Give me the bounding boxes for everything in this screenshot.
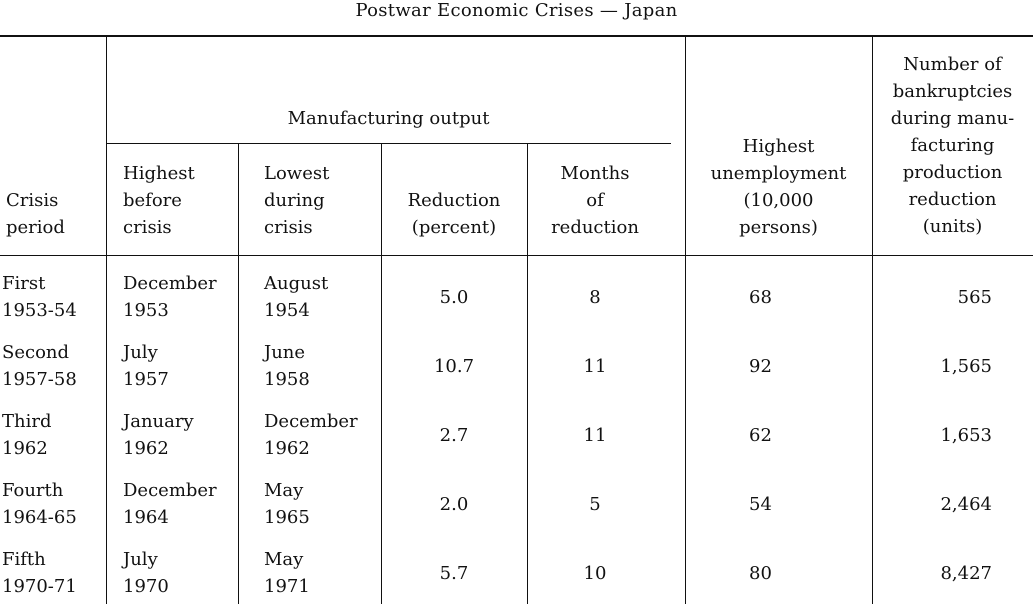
- header-highest-unemployment: Highest unemployment (10,000 persons): [710, 136, 847, 238]
- cell-highest-before: July 1957: [123, 342, 169, 390]
- cell-reduction-percent: 5.0: [439, 287, 469, 308]
- divider-highest: [238, 144, 239, 604]
- cell-lowest-during: August 1954: [264, 273, 329, 321]
- header-months-reduction: Months of reduction: [551, 163, 639, 238]
- cell-crisis-period: Fifth 1970-71: [2, 549, 77, 597]
- divider-period: [106, 37, 107, 604]
- divider-unemployment: [872, 37, 873, 604]
- cell-highest-before: January 1962: [123, 411, 194, 459]
- divider-reduction: [527, 144, 528, 604]
- cell-lowest-during: May 1971: [264, 549, 310, 597]
- cell-lowest-during: June 1958: [264, 342, 310, 390]
- cell-highest-before: July 1970: [123, 549, 169, 597]
- cell-highest-unemployment: 62: [749, 425, 772, 446]
- cell-crisis-period: Third 1962: [2, 411, 52, 459]
- divider-mfg: [685, 37, 686, 604]
- cell-highest-unemployment: 92: [749, 356, 772, 377]
- cell-months-reduction: 8: [589, 287, 601, 308]
- cell-months-reduction: 11: [583, 356, 607, 377]
- divider-lowest: [381, 144, 382, 604]
- header-crisis-period: Crisis period: [6, 190, 65, 238]
- cell-reduction-percent: 5.7: [439, 563, 469, 584]
- cell-reduction-percent: 2.7: [439, 425, 469, 446]
- cell-highest-unemployment: 54: [749, 494, 772, 515]
- cell-months-reduction: 10: [583, 563, 607, 584]
- cell-lowest-during: December 1962: [264, 411, 358, 459]
- cell-highest-before: December 1953: [123, 273, 217, 321]
- cell-bankruptcies: 8,427: [940, 563, 992, 584]
- cell-lowest-during: May 1965: [264, 480, 310, 528]
- cell-bankruptcies: 2,464: [940, 494, 992, 515]
- header-lowest-during: Lowest during crisis: [264, 163, 330, 238]
- header-bottom-rule: [0, 255, 1033, 256]
- header-bankruptcies: Number of bankruptcies during manu- fact…: [890, 54, 1015, 237]
- cell-bankruptcies: 1,653: [940, 425, 992, 446]
- cell-reduction-percent: 2.0: [439, 494, 469, 515]
- cell-months-reduction: 5: [589, 494, 601, 515]
- table-title: Postwar Economic Crises — Japan: [355, 0, 678, 21]
- header-manufacturing-output: Manufacturing output: [287, 108, 490, 129]
- cell-highest-unemployment: 80: [749, 563, 772, 584]
- header-highest-before: Highest before crisis: [123, 163, 195, 238]
- cell-highest-before: December 1964: [123, 480, 217, 528]
- cell-bankruptcies: 565: [957, 287, 992, 308]
- cell-crisis-period: Fourth 1964-65: [2, 480, 77, 528]
- cell-crisis-period: First 1953-54: [2, 273, 77, 321]
- cell-highest-unemployment: 68: [749, 287, 772, 308]
- top-rule: [0, 35, 1033, 37]
- cell-reduction-percent: 10.7: [433, 356, 475, 377]
- header-reduction-percent: Reduction (percent): [407, 190, 501, 238]
- cell-months-reduction: 11: [583, 425, 607, 446]
- mfg-output-rule: [106, 143, 671, 144]
- cell-bankruptcies: 1,565: [940, 356, 992, 377]
- cell-crisis-period: Second 1957-58: [2, 342, 77, 390]
